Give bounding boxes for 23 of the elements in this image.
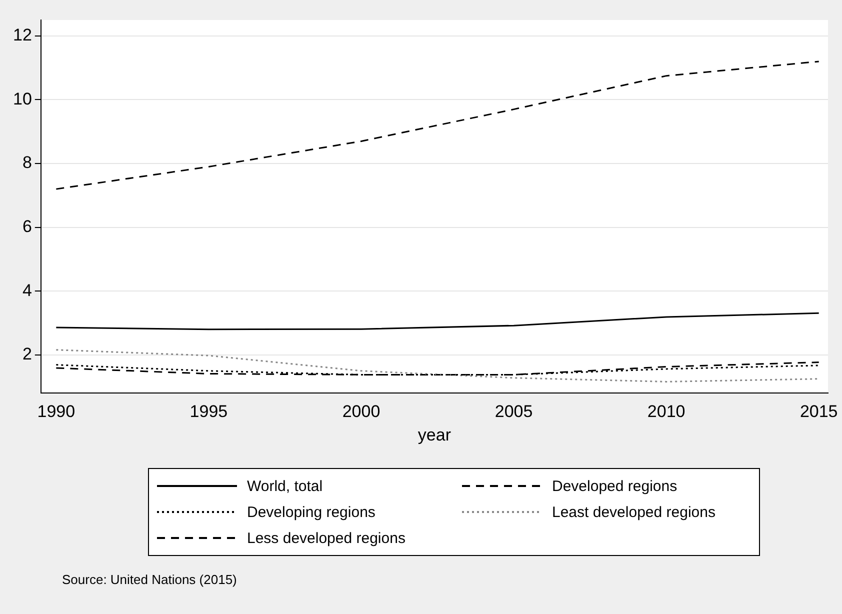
y-tick-label: 4 [22, 280, 32, 300]
legend-label: Developing regions [247, 504, 376, 520]
source-note: Source: United Nations (2015) [62, 572, 237, 587]
y-tick-label: 10 [12, 89, 32, 108]
line-series [55, 362, 820, 376]
x-tick-label: 1990 [37, 402, 76, 422]
line-series [55, 60, 820, 190]
x-tick-label: 2005 [494, 402, 533, 422]
legend-label: World, total [247, 478, 323, 494]
legend-label: Less developed regions [247, 530, 406, 546]
x-axis-title: year [418, 425, 452, 444]
y-tick-label: 8 [22, 153, 32, 172]
legend-label: Least developed regions [552, 504, 716, 520]
x-tick-label: 2015 [800, 402, 838, 422]
x-tick-label: 1995 [190, 402, 228, 422]
legend-label: Developed regions [552, 478, 678, 494]
x-tick-label: 2000 [342, 402, 380, 422]
y-tick-label: 6 [22, 217, 32, 236]
x-tick-label: 2010 [647, 402, 686, 422]
y-tick-label: 12 [12, 26, 32, 45]
y-tick-label: 2 [22, 344, 32, 364]
line-series [55, 364, 820, 376]
line-series [55, 349, 820, 382]
